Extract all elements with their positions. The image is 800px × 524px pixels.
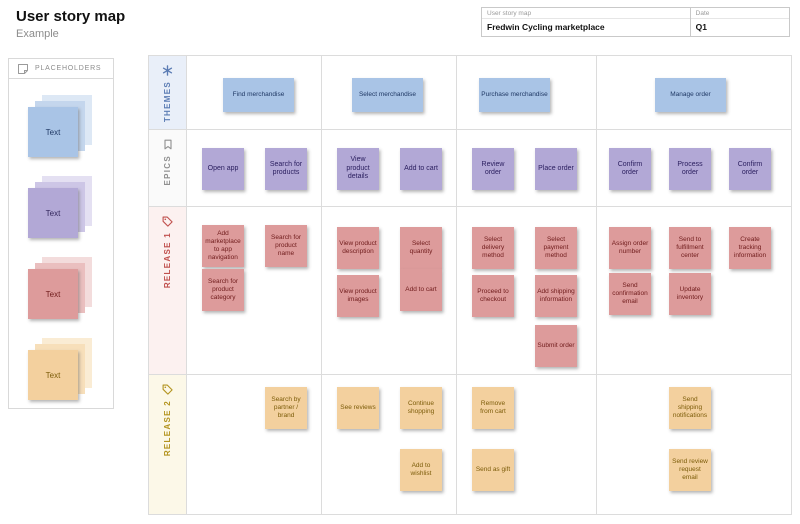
sticky-note[interactable]: View product images: [337, 275, 379, 317]
page-title: User story map: [16, 8, 126, 25]
page-header: User story map Example: [16, 8, 125, 40]
sticky-note[interactable]: Select merchandise: [352, 78, 423, 112]
placeholders-body: Text Text Text Text: [8, 78, 114, 409]
sticky-note[interactable]: Search by partner / brand: [265, 387, 307, 429]
release2-cell-3: Remove from cart Send as gift: [456, 375, 596, 514]
row-label-epics: EPICS: [149, 130, 186, 206]
row-label-text: EPICS: [163, 155, 172, 186]
release1-row: RELEASE 1 Add marketplace to app navigat…: [149, 207, 791, 375]
sticky-note[interactable]: Review order: [472, 148, 514, 190]
placeholder-note-label[interactable]: Text: [28, 269, 78, 319]
placeholder-stack-orange[interactable]: Text: [28, 338, 94, 402]
sticky-note[interactable]: Place order: [535, 148, 577, 190]
sticky-note[interactable]: Search for product name: [265, 225, 307, 267]
page-subtitle: Example: [16, 28, 59, 40]
asterisk-icon: [162, 65, 173, 76]
sticky-note[interactable]: Continue shopping: [400, 387, 442, 429]
sticky-note[interactable]: View product details: [337, 148, 379, 190]
release1-cell-4: Assign order number Send to fulfillment …: [596, 207, 791, 374]
bookmark-icon: [163, 139, 173, 150]
info-date-value[interactable]: Q1: [695, 22, 707, 32]
row-label-release1: RELEASE 1: [149, 207, 186, 374]
info-date-label: Date: [690, 8, 789, 19]
placeholder-note-label[interactable]: Text: [28, 188, 78, 238]
sticky-note[interactable]: Add to wishlist: [400, 449, 442, 491]
row-label-text: RELEASE 2: [163, 400, 172, 457]
placeholders-title: PLACEHOLDERS: [35, 65, 102, 72]
sticky-note[interactable]: Send to fulfillment center: [669, 227, 711, 269]
sticky-note[interactable]: Remove from cart: [472, 387, 514, 429]
release2-cell-1: Search by partner / brand: [186, 375, 321, 514]
sticky-note[interactable]: Purchase merchandise: [479, 78, 550, 112]
placeholder-stack-red[interactable]: Text: [28, 257, 94, 321]
sticky-note[interactable]: Manage order: [655, 78, 726, 112]
sticky-note[interactable]: Add shipping information: [535, 275, 577, 317]
sticky-note[interactable]: Add marketplace to app navigation: [202, 225, 244, 267]
release1-cell-3: Select delivery method Select payment me…: [456, 207, 596, 374]
epics-cell-1: Open app Search for products: [186, 130, 321, 206]
sticky-note[interactable]: Add to cart: [400, 269, 442, 311]
release1-cell-1: Add marketplace to app navigation Search…: [186, 207, 321, 374]
sticky-note[interactable]: Select payment method: [535, 227, 577, 269]
placeholder-note-label[interactable]: Text: [28, 107, 78, 157]
sticky-note[interactable]: Update inventory: [669, 273, 711, 315]
sticky-note-icon: [17, 63, 29, 75]
sticky-note[interactable]: Create tracking information: [729, 227, 771, 269]
sticky-note[interactable]: See reviews: [337, 387, 379, 429]
sticky-note[interactable]: Select quantity: [400, 227, 442, 269]
sticky-note[interactable]: Confirm order: [609, 148, 651, 190]
themes-row: THEMES Find merchandise Select merchandi…: [149, 56, 791, 130]
sticky-note[interactable]: Select delivery method: [472, 227, 514, 269]
tag-icon: [162, 216, 173, 227]
epics-cell-3: Review order Place order: [456, 130, 596, 206]
sticky-note[interactable]: Send shipping notifications: [669, 387, 711, 429]
placeholder-stack-purple[interactable]: Text: [28, 176, 94, 240]
info-name-value[interactable]: Fredwin Cycling marketplace: [487, 22, 605, 32]
info-name-label: User story map: [482, 8, 690, 19]
themes-cell-3: Purchase merchandise: [456, 56, 596, 129]
row-label-release2: RELEASE 2: [149, 375, 186, 514]
epics-cell-2: View product details Add to cart: [321, 130, 456, 206]
tag-icon: [162, 384, 173, 395]
sticky-note[interactable]: Assign order number: [609, 227, 651, 269]
themes-cell-4: Manage order: [596, 56, 791, 129]
sticky-note[interactable]: Confirm order: [729, 148, 771, 190]
story-map-grid: THEMES Find merchandise Select merchandi…: [148, 55, 792, 515]
sticky-note[interactable]: Send review request email: [669, 449, 711, 491]
placeholder-note-label[interactable]: Text: [28, 350, 78, 400]
sticky-note[interactable]: Send confirmation email: [609, 273, 651, 315]
epics-cell-4: Confirm order Process order Confirm orde…: [596, 130, 791, 206]
sticky-note[interactable]: Submit order: [535, 325, 577, 367]
sticky-note[interactable]: View product description: [337, 227, 379, 269]
sticky-note[interactable]: Open app: [202, 148, 244, 190]
release2-row: RELEASE 2 Search by partner / brand See …: [149, 375, 791, 514]
release1-cell-2: View product description Select quantity…: [321, 207, 456, 374]
sticky-note[interactable]: Process order: [669, 148, 711, 190]
placeholder-stack-blue[interactable]: Text: [28, 95, 94, 159]
row-label-text: THEMES: [163, 81, 172, 123]
row-label-themes: THEMES: [149, 56, 186, 129]
epics-row: EPICS Open app Search for products View …: [149, 130, 791, 207]
title-block-date-cell: Date Q1: [689, 8, 789, 36]
themes-cell-2: Select merchandise: [321, 56, 456, 129]
sticky-note[interactable]: Find merchandise: [223, 78, 294, 112]
themes-cell-1: Find merchandise: [186, 56, 321, 129]
placeholders-panel: PLACEHOLDERS Text Text Text Text: [8, 58, 114, 409]
title-block-name-cell: User story map Fredwin Cycling marketpla…: [482, 8, 690, 36]
title-block: User story map Fredwin Cycling marketpla…: [481, 7, 790, 37]
sticky-note[interactable]: Search for product category: [202, 269, 244, 311]
sticky-note[interactable]: Send as gift: [472, 449, 514, 491]
sticky-note[interactable]: Proceed to checkout: [472, 275, 514, 317]
release2-cell-4: Send shipping notifications Send review …: [596, 375, 791, 514]
row-label-text: RELEASE 1: [163, 232, 172, 289]
placeholders-header: PLACEHOLDERS: [8, 58, 114, 79]
sticky-note[interactable]: Add to cart: [400, 148, 442, 190]
sticky-note[interactable]: Search for products: [265, 148, 307, 190]
release2-cell-2: See reviews Continue shopping Add to wis…: [321, 375, 456, 514]
